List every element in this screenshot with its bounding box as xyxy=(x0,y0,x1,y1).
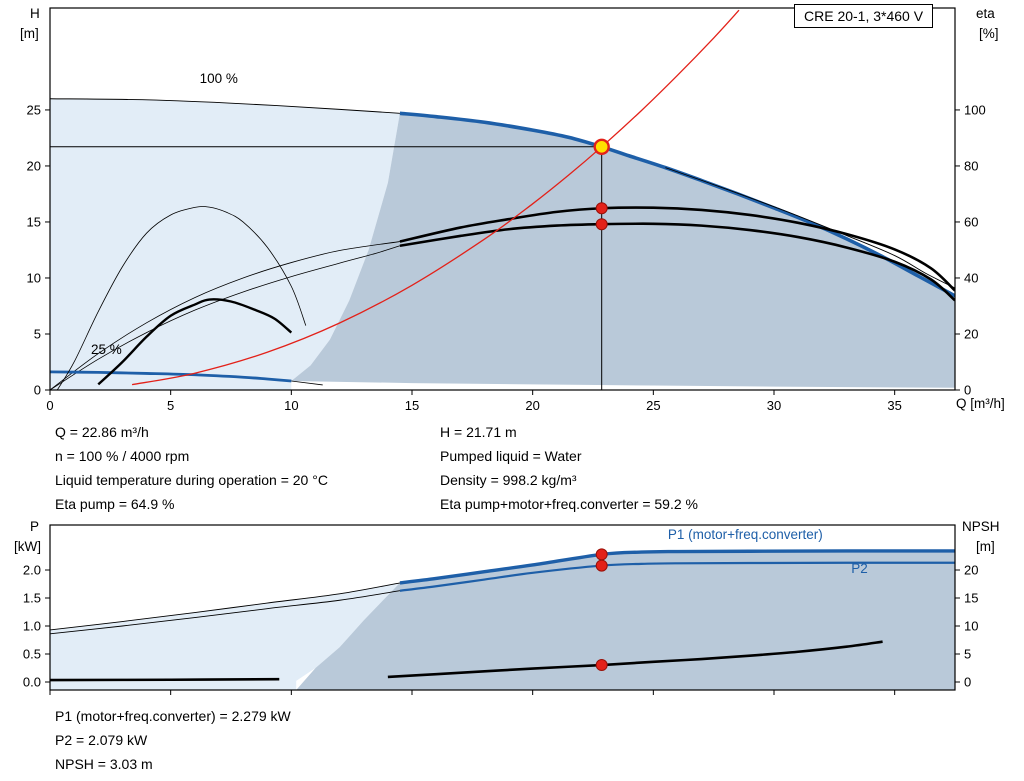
y-right-tick-label: 40 xyxy=(964,270,978,285)
max-speed-curve-extension xyxy=(50,98,400,114)
npsh-low-flow-segment xyxy=(50,677,280,682)
x-tick-label: 0 xyxy=(46,398,53,413)
y-left-tick-label: 0 xyxy=(34,383,41,398)
eta-total-curve-extension xyxy=(50,245,401,390)
x-tick-label: 35 xyxy=(887,398,901,413)
y-right-tick-label: 100 xyxy=(964,102,986,117)
y-right-tick-label: 5 xyxy=(964,646,971,661)
y-right-tick-label: 60 xyxy=(964,214,978,229)
y-right-tick-label: 80 xyxy=(964,158,978,173)
y-left-tick-label: 0.0 xyxy=(23,674,41,689)
duty-info-right: H = 21.71 m Pumped liquid = Water Densit… xyxy=(440,420,698,516)
info-temp: Liquid temperature during operation = 20… xyxy=(55,472,328,488)
power-light xyxy=(50,582,400,690)
eta-total-point xyxy=(595,218,608,231)
info-h: H = 21.71 m xyxy=(440,424,517,440)
pump-curve-thin xyxy=(665,167,955,289)
y-axis-unit-m2: [m] xyxy=(976,539,995,554)
info-eta-pump: Eta pump = 64.9 % xyxy=(55,496,175,512)
y-axis-unit-kW: [kW] xyxy=(14,539,41,554)
info-liquid: Pumped liquid = Water xyxy=(440,448,582,464)
eta-total-25pct-curve xyxy=(97,298,293,386)
p2-curve xyxy=(399,561,955,592)
y-left-tick-label: 5 xyxy=(34,326,41,341)
y-right-tick-label: 20 xyxy=(964,563,978,578)
p1-curve xyxy=(399,549,955,585)
y-right-tick-label: 10 xyxy=(964,619,978,634)
info-n: n = 100 % / 4000 rpm xyxy=(55,448,190,464)
y-axis-title-H: H xyxy=(30,6,40,21)
x-tick-label: 15 xyxy=(405,398,419,413)
y-axis-title-NPSH: NPSH xyxy=(962,519,1000,534)
operating-envelope-dark xyxy=(291,113,955,388)
x-tick-label: 5 xyxy=(167,398,174,413)
info-eta-total: Eta pump+motor+freq.converter = 59.2 % xyxy=(440,496,698,512)
y-left-tick-label: 25 xyxy=(27,102,41,117)
y-left-tick-label: 2.0 xyxy=(23,563,41,578)
p1-point xyxy=(595,548,608,561)
p1-curve-extension xyxy=(50,582,401,631)
y-right-tick-label: 15 xyxy=(964,591,978,606)
power-envelope-dark xyxy=(296,551,955,690)
y-left-tick-label: 15 xyxy=(27,214,41,229)
x-tick-label: 25 xyxy=(646,398,660,413)
npsh-curve xyxy=(387,640,883,679)
y-left-tick-label: 1.5 xyxy=(23,591,41,606)
info-density: Density = 998.2 kg/m³ xyxy=(440,472,577,488)
duty-point-marker[interactable] xyxy=(593,138,610,155)
pump-model-label: CRE 20-1, 3*460 V xyxy=(804,8,924,24)
eta-total-curve xyxy=(399,222,955,302)
y-axis-title-eta: eta xyxy=(976,6,995,21)
p2-curve-extension xyxy=(50,590,401,635)
y-right-tick-label: 20 xyxy=(964,326,978,341)
p2-curve-label: P2 xyxy=(851,561,868,576)
eta-25pct-curve xyxy=(56,206,307,390)
duty-info-left: Q = 22.86 m³/h n = 100 % / 4000 rpm Liqu… xyxy=(55,420,328,516)
info-p2: P2 = 2.079 kW xyxy=(55,732,148,748)
npsh-point xyxy=(595,659,608,672)
eta-pump-curve-extension xyxy=(50,241,400,390)
y-left-tick-label: 10 xyxy=(27,270,41,285)
speed-100-label: 100 % xyxy=(200,71,238,86)
y-axis-title-P: P xyxy=(30,519,40,534)
x-axis-title-Q: Q [m³/h] xyxy=(956,396,1005,411)
x-tick-label: 30 xyxy=(767,398,781,413)
pump-curve-25pct-extension xyxy=(291,380,323,386)
eta-pump-curve xyxy=(399,206,955,292)
y-left-tick-label: 1.0 xyxy=(23,619,41,634)
p2-point xyxy=(595,559,608,572)
y-right-tick-label: 0 xyxy=(964,383,971,398)
pump-curve-25pct xyxy=(50,370,292,383)
info-p1: P1 (motor+freq.converter) = 2.279 kW xyxy=(55,708,291,724)
speed-25-label: 25 % xyxy=(91,342,122,357)
x-tick-label: 10 xyxy=(284,398,298,413)
y-left-tick-label: 0.5 xyxy=(23,646,41,661)
y-right-tick-label: 0 xyxy=(964,674,971,689)
power-info: P1 (motor+freq.converter) = 2.279 kW P2 … xyxy=(55,704,291,776)
eta-pump-point xyxy=(595,202,608,215)
info-q: Q = 22.86 m³/h xyxy=(55,424,149,440)
control-curve-red xyxy=(131,9,740,386)
y-axis-unit-m: [m] xyxy=(20,26,39,41)
y-left-tick-label: 20 xyxy=(27,158,41,173)
power-npsh-chart-border xyxy=(49,524,956,691)
info-npsh: NPSH = 3.03 m xyxy=(55,756,153,772)
speed-range-light xyxy=(50,98,400,390)
y-axis-unit-pct: [%] xyxy=(979,26,999,41)
p1-curve-label: P1 (motor+freq.converter) xyxy=(668,527,823,542)
x-tick-label: 20 xyxy=(525,398,539,413)
pump-model-box: CRE 20-1, 3*460 V xyxy=(794,4,934,28)
QH-eta-chart-border xyxy=(49,7,956,391)
